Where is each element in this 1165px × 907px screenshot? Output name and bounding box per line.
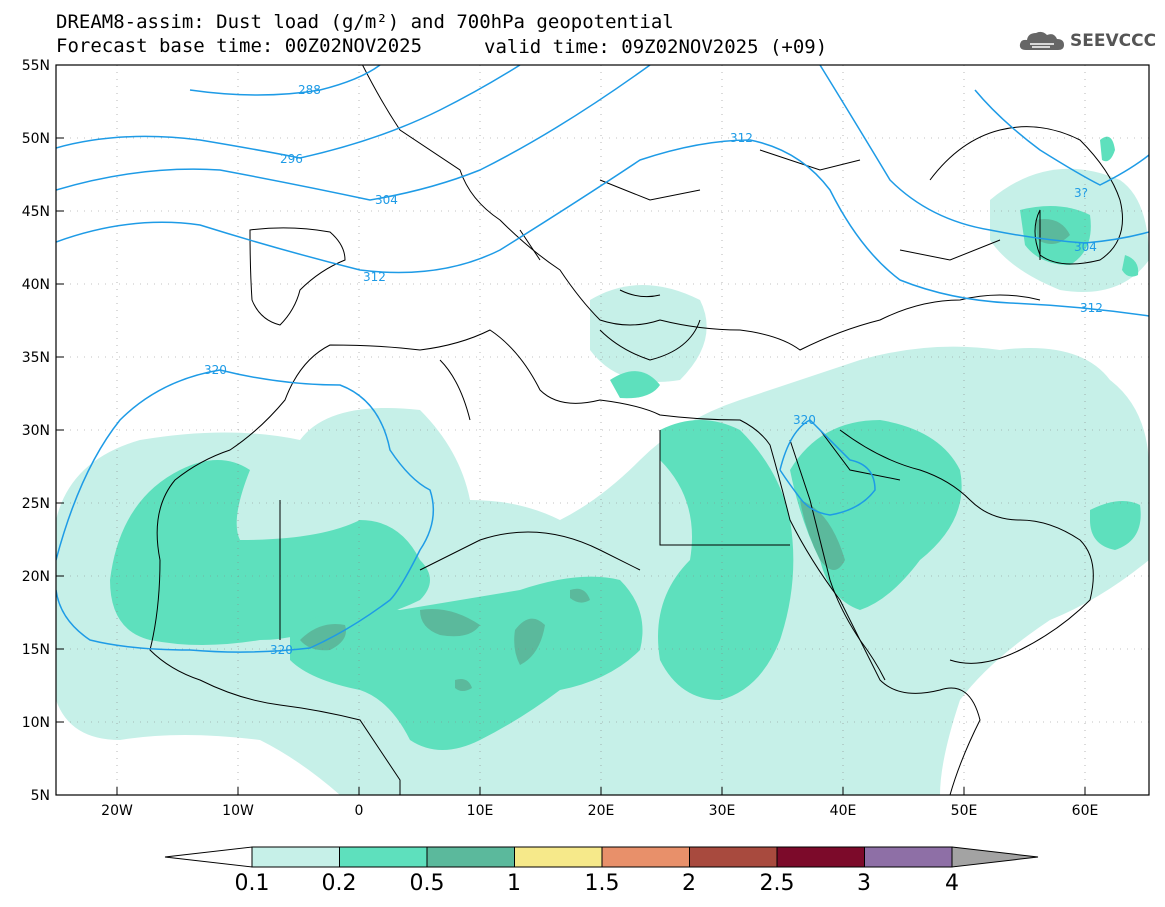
colorbar-label: 2.5 [760, 871, 795, 896]
dust-level-0-5 [300, 219, 1070, 691]
colorbar-high-arrow [951, 846, 1039, 868]
lon-label: 20W [101, 803, 133, 819]
cloud-icon [1019, 31, 1064, 50]
contour-label: 304 [1074, 240, 1097, 254]
contour-label: 320 [270, 643, 293, 657]
dust-field [56, 136, 1149, 795]
colorbar-swatch [426, 846, 515, 868]
contour-label: 304 [375, 193, 398, 207]
colorbar-swatch [601, 846, 690, 868]
dust-level-0-2 [110, 136, 1141, 750]
lat-label: 10N [22, 715, 50, 731]
lat-label: 55N [22, 58, 50, 74]
lon-label: 50E [951, 803, 978, 819]
contour-label: 320 [793, 413, 816, 427]
lat-label: 45N [22, 204, 50, 220]
valid-time: valid time: 09Z02NOV2025 (+09) [484, 36, 828, 58]
lat-label: 40N [22, 277, 50, 293]
colorbar: 0.1 0.2 0.5 1 1.5 2 2.5 3 4 [164, 846, 1039, 896]
lat-label: 20N [22, 569, 50, 585]
colorbar-label: 0.5 [410, 871, 445, 896]
colorbar-label: 1 [507, 871, 521, 896]
lat-label: 50N [22, 131, 50, 147]
lat-label: 15N [22, 642, 50, 658]
contour-label: 312 [1080, 301, 1103, 315]
colorbar-label: 3 [857, 871, 871, 896]
coastlines [149, 65, 1123, 795]
colorbar-swatch [864, 846, 953, 868]
forecast-base-time: Forecast base time: 00Z02NOV2025 [56, 35, 423, 57]
contour-label: 288 [298, 83, 321, 97]
lon-label: 40E [830, 803, 857, 819]
lon-label: 10W [222, 803, 254, 819]
grid-lines [56, 65, 1149, 795]
lon-label: 20E [588, 803, 615, 819]
colorbar-label: 4 [945, 871, 959, 896]
contour-label: 296 [280, 152, 303, 166]
colorbar-label: 1.5 [585, 871, 620, 896]
contour-labels: 288 296 304 312 320 320 320 312 304 312 … [204, 83, 1103, 657]
colorbar-swatch [689, 846, 778, 868]
colorbar-low-arrow [164, 846, 253, 868]
lat-label: 25N [22, 496, 50, 512]
lat-label: 35N [22, 350, 50, 366]
colorbar-swatch [251, 846, 340, 868]
contour-label: 312 [730, 131, 753, 145]
geopotential-contours [56, 65, 1149, 653]
lon-label: 60E [1072, 803, 1099, 819]
latitude-axis: 55N 50N 45N 40N 35N 30N 25N 20N 15N 10N … [22, 58, 64, 804]
colorbar-swatch [776, 846, 865, 868]
colorbar-label: 0.2 [322, 871, 357, 896]
colorbar-label: 2 [682, 871, 696, 896]
lat-label: 5N [31, 788, 50, 804]
lon-label: 30E [709, 803, 736, 819]
lon-label: 0 [355, 803, 364, 819]
longitude-axis: 20W 10W 0 10E 20E 30E 40E 50E 60E [101, 787, 1098, 819]
colorbar-label: 0.1 [235, 871, 270, 896]
lon-label: 10E [467, 803, 494, 819]
colorbar-swatch [514, 846, 603, 868]
seevccc-logo: SEEVCCC [1018, 28, 1156, 54]
colorbar-swatch [339, 846, 428, 868]
lat-label: 30N [22, 423, 50, 439]
logo-text: SEEVCCC [1070, 31, 1157, 51]
contour-label: 3? [1074, 186, 1088, 200]
map-title: DREAM8-assim: Dust load (g/m²) and 700hP… [56, 11, 674, 33]
contour-label: 312 [363, 270, 386, 284]
contour-label: 320 [204, 363, 227, 377]
